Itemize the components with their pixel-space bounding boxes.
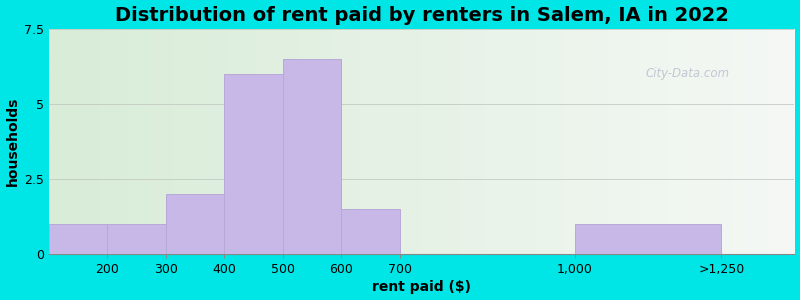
Bar	[107, 224, 166, 254]
X-axis label: rent paid ($): rent paid ($)	[372, 280, 471, 294]
Title: Distribution of rent paid by renters in Salem, IA in 2022: Distribution of rent paid by renters in …	[114, 6, 729, 25]
Bar	[166, 194, 224, 254]
Text: City-Data.com: City-Data.com	[646, 68, 730, 80]
Bar	[224, 74, 282, 254]
Bar	[575, 224, 722, 254]
Bar	[341, 209, 399, 254]
Bar	[49, 224, 107, 254]
Y-axis label: households: households	[6, 97, 19, 186]
Bar	[282, 59, 341, 254]
